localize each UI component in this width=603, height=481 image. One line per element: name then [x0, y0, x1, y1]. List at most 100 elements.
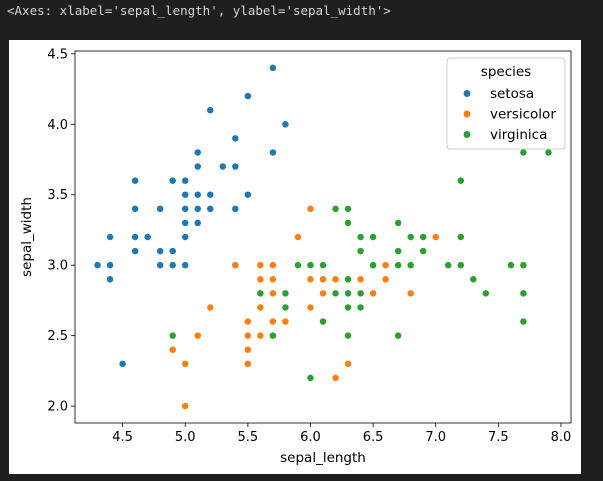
virginica-point	[519, 289, 528, 298]
virginica-point	[268, 331, 277, 340]
virginica-point	[331, 289, 340, 298]
legend-marker-versicolor	[462, 109, 472, 119]
scatter-chart: 4.5 5.0 5.5 6.0 6.5 7.0 7.5 8.0 2.0 2.5 3.0 3.5 4.0 4…	[19, 47, 572, 466]
legend: species setosa versicolor virginica	[446, 57, 566, 150]
setosa-point	[156, 247, 165, 256]
virginica-point	[344, 331, 352, 340]
setosa-point	[106, 233, 115, 241]
setosa-point	[131, 204, 140, 213]
virginica-point	[356, 233, 365, 241]
setosa-point	[231, 134, 240, 143]
versicolor-point	[306, 275, 315, 284]
virginica-point	[406, 261, 415, 270]
setosa-point	[168, 176, 177, 185]
y-tick-label: 2.5	[47, 329, 68, 344]
setosa-point	[243, 190, 252, 199]
x-tick-label: 8.0	[551, 430, 572, 445]
versicolor-point	[256, 261, 265, 270]
setosa-point	[193, 218, 202, 227]
virginica-point	[456, 261, 465, 270]
setosa-point	[93, 261, 102, 270]
versicolor-point	[181, 359, 190, 368]
virginica-point	[406, 233, 415, 241]
versicolor-point	[281, 317, 290, 326]
virginica-point	[319, 317, 327, 326]
setosa-point	[193, 148, 202, 157]
virginica-point	[344, 218, 352, 227]
setosa-point	[193, 204, 202, 213]
y-tick-label: 4.5	[47, 47, 68, 62]
setosa-point	[131, 247, 140, 256]
virginica-point	[256, 289, 265, 298]
cell-output-repr: <Axes: xlabel='sepal_length', ylabel='se…	[7, 3, 391, 18]
setosa-point	[181, 218, 190, 227]
virginica-point	[331, 204, 340, 213]
virginica-point	[544, 148, 553, 157]
x-tick-label: 5.0	[175, 430, 196, 445]
ticks-layer: 4.5 5.0 5.5 6.0 6.5 7.0 7.5 8.0 2.0 2.5 3.0 3.5 4.0 4…	[47, 47, 571, 445]
x-tick-label: 6.5	[363, 430, 384, 445]
setosa-point	[106, 275, 115, 284]
setosa-point	[131, 176, 140, 185]
virginica-point	[281, 303, 290, 312]
setosa-point	[181, 233, 190, 241]
versicolor-point	[268, 275, 277, 284]
versicolor-point	[356, 275, 365, 284]
virginica-point	[519, 148, 528, 157]
y-tick-label: 3.0	[47, 259, 68, 274]
virginica-point	[481, 289, 490, 298]
virginica-point	[306, 261, 315, 270]
setosa-point	[268, 63, 277, 72]
versicolor-point	[256, 275, 265, 284]
setosa-point	[168, 247, 177, 256]
virginica-point	[344, 289, 352, 298]
virginica-point	[369, 233, 378, 241]
legend-box	[446, 57, 566, 150]
setosa-point	[206, 190, 215, 199]
versicolor-point	[406, 289, 415, 298]
virginica-point	[394, 331, 403, 340]
setosa-point	[131, 233, 140, 241]
virginica-point	[469, 275, 478, 284]
legend-label-versicolor: versicolor	[490, 107, 556, 123]
setosa-point	[181, 190, 190, 199]
points-layer	[93, 63, 553, 411]
legend-marker-setosa	[462, 89, 472, 98]
versicolor-point	[319, 289, 327, 298]
x-axis-label: sepal_length	[280, 450, 366, 466]
setosa-point	[231, 204, 240, 213]
setosa-point	[181, 204, 190, 213]
y-tick-label: 3.5	[47, 188, 68, 203]
y-tick-label: 2.0	[47, 400, 68, 415]
versicolor-point	[331, 373, 340, 382]
setosa-point	[143, 233, 152, 241]
legend-label-virginica: virginica	[490, 127, 547, 143]
versicolor-point	[243, 317, 252, 326]
x-tick-label: 4.5	[112, 430, 133, 445]
virginica-point	[519, 261, 528, 270]
versicolor-point	[369, 289, 378, 298]
setosa-point	[218, 162, 227, 171]
virginica-point	[344, 204, 352, 213]
legend-marker-virginica	[462, 130, 472, 139]
setosa-point	[268, 148, 277, 157]
versicolor-point	[231, 261, 240, 270]
virginica-point	[369, 261, 378, 270]
y-axis-label: sepal_width	[19, 197, 35, 277]
legend-title: species	[481, 64, 531, 80]
virginica-point	[419, 233, 428, 241]
virginica-point	[394, 247, 403, 256]
x-tick-label: 7.5	[488, 430, 509, 445]
versicolor-point	[294, 233, 302, 241]
virginica-point	[356, 247, 365, 256]
versicolor-point	[319, 275, 327, 284]
virginica-point	[344, 275, 352, 284]
versicolor-point	[331, 275, 340, 284]
versicolor-point	[243, 359, 252, 368]
virginica-point	[506, 261, 515, 270]
virginica-point	[319, 261, 327, 270]
versicolor-point	[206, 303, 215, 312]
versicolor-point	[193, 331, 202, 340]
setosa-point	[193, 190, 202, 199]
virginica-point	[394, 261, 403, 270]
